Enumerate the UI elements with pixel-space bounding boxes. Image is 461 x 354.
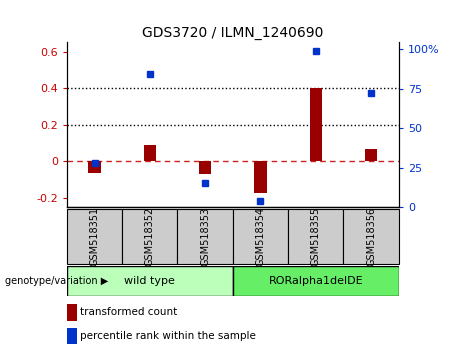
Bar <box>67 266 233 296</box>
Text: RORalpha1delDE: RORalpha1delDE <box>268 275 363 286</box>
Text: GSM518356: GSM518356 <box>366 207 376 266</box>
Bar <box>177 209 233 264</box>
Text: GSM518354: GSM518354 <box>255 207 266 266</box>
Bar <box>343 209 399 264</box>
Text: transformed count: transformed count <box>80 308 177 318</box>
Bar <box>67 304 77 321</box>
Bar <box>67 209 122 264</box>
Bar <box>122 209 177 264</box>
Bar <box>365 149 377 161</box>
Bar <box>288 209 343 264</box>
Title: GDS3720 / ILMN_1240690: GDS3720 / ILMN_1240690 <box>142 26 324 40</box>
Text: wild type: wild type <box>124 275 175 286</box>
Text: GSM518353: GSM518353 <box>200 207 210 266</box>
Bar <box>233 266 399 296</box>
Text: genotype/variation ▶: genotype/variation ▶ <box>5 275 108 286</box>
Bar <box>310 88 322 161</box>
Bar <box>144 145 156 161</box>
Bar <box>199 161 211 174</box>
Bar <box>67 328 77 344</box>
Text: GSM518355: GSM518355 <box>311 207 321 266</box>
Text: GSM518351: GSM518351 <box>89 207 100 266</box>
Text: percentile rank within the sample: percentile rank within the sample <box>80 331 256 341</box>
Bar <box>89 161 100 173</box>
Text: GSM518352: GSM518352 <box>145 207 155 266</box>
Bar <box>233 209 288 264</box>
Bar <box>254 161 266 193</box>
